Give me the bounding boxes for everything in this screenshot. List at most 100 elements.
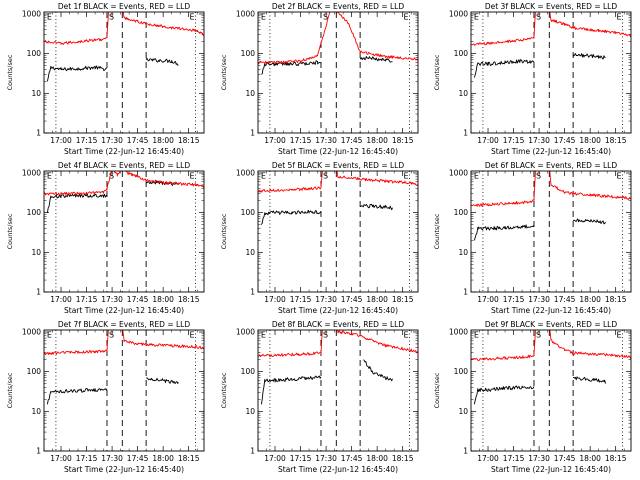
x-tick-label: 17:00 bbox=[50, 295, 72, 304]
x-tick-label: 17:45 bbox=[127, 295, 149, 304]
x-axis-label: Start Time (22-Jun-12 16:45:40) bbox=[64, 147, 184, 156]
y-axis-label: Counts/sec bbox=[433, 372, 441, 408]
lld-series-line bbox=[44, 12, 204, 45]
y-tick-label: 1000 bbox=[236, 9, 255, 18]
y-tick-label: 1000 bbox=[22, 327, 41, 336]
y-tick-label: 1 bbox=[463, 129, 468, 138]
x-tick-label: 18:15 bbox=[605, 295, 627, 304]
x-tick-label: 17:30 bbox=[528, 136, 550, 145]
y-axis-label: Counts/sec bbox=[6, 54, 14, 90]
events-series-line bbox=[261, 203, 393, 225]
x-tick-label: 17:15 bbox=[503, 454, 525, 463]
x-tick-label: 17:45 bbox=[341, 454, 363, 463]
x-tick-label: 17:30 bbox=[315, 136, 337, 145]
x-axis-label: Start Time (22-Jun-12 16:45:40) bbox=[278, 147, 398, 156]
events-series-line bbox=[260, 359, 393, 405]
y-axis-label: Counts/sec bbox=[220, 372, 228, 408]
plot-frame bbox=[470, 329, 632, 452]
x-tick-label: 17:00 bbox=[477, 454, 499, 463]
x-tick-label: 17:00 bbox=[477, 136, 499, 145]
x-tick-label: 18:15 bbox=[392, 136, 414, 145]
y-tick-label: 1000 bbox=[449, 168, 468, 177]
y-tick-label: 10 bbox=[31, 248, 41, 257]
x-tick-label: 17:30 bbox=[315, 295, 337, 304]
series-group bbox=[471, 12, 631, 78]
y-tick-label: 1000 bbox=[22, 168, 41, 177]
panel-title: Det 2f BLACK = Events, RED = LLD bbox=[272, 2, 405, 11]
series-group bbox=[44, 171, 204, 213]
y-tick-label: 1 bbox=[250, 129, 255, 138]
x-tick-label: 18:15 bbox=[178, 295, 200, 304]
region-marker: E bbox=[616, 331, 621, 340]
y-tick-label: 1 bbox=[250, 447, 255, 456]
series-group bbox=[471, 330, 631, 405]
x-tick-label: 18:00 bbox=[366, 295, 388, 304]
x-tick-label: 18:15 bbox=[392, 295, 414, 304]
panel-title: Det 7f BLACK = Events, RED = LLD bbox=[58, 320, 191, 329]
x-tick-label: 17:30 bbox=[528, 454, 550, 463]
y-tick-label: 1 bbox=[36, 288, 41, 297]
lld-series-line bbox=[258, 171, 418, 193]
y-tick-label: 1000 bbox=[236, 327, 255, 336]
detector-panel: Det 7f BLACK = Events, RED = LLD Counts/s… bbox=[6, 320, 205, 474]
y-axis-label: Counts/sec bbox=[6, 372, 14, 408]
y-tick-label: 10 bbox=[458, 89, 468, 98]
x-tick-label: 18:00 bbox=[366, 136, 388, 145]
x-tick-label: 17:45 bbox=[554, 454, 576, 463]
x-tick-label: 17:45 bbox=[554, 136, 576, 145]
series-group bbox=[258, 12, 418, 75]
x-tick-label: 18:00 bbox=[152, 454, 174, 463]
y-tick-label: 1 bbox=[36, 129, 41, 138]
region-marker: S bbox=[109, 331, 114, 340]
y-tick-label: 1 bbox=[36, 447, 41, 456]
x-tick-label: 17:45 bbox=[341, 295, 363, 304]
region-marker: E bbox=[189, 172, 194, 181]
x-tick-label: 18:00 bbox=[152, 295, 174, 304]
region-marker: E bbox=[261, 13, 266, 22]
x-tick-label: 18:00 bbox=[579, 136, 601, 145]
lld-series-line bbox=[258, 330, 418, 358]
y-tick-label: 1 bbox=[463, 447, 468, 456]
x-axis-label: Start Time (22-Jun-12 16:45:40) bbox=[278, 306, 398, 315]
events-series-line bbox=[46, 57, 179, 82]
y-tick-label: 1 bbox=[250, 288, 255, 297]
region-marker: E bbox=[47, 331, 52, 340]
region-marker: E bbox=[261, 331, 266, 340]
plot-frame bbox=[43, 11, 205, 134]
x-tick-label: 17:00 bbox=[50, 454, 72, 463]
y-tick-label: 100 bbox=[241, 208, 256, 217]
x-tick-label: 18:00 bbox=[366, 454, 388, 463]
lld-series-line bbox=[258, 12, 418, 65]
x-tick-label: 17:45 bbox=[554, 295, 576, 304]
panel-title: Det 6f BLACK = Events, RED = LLD bbox=[485, 161, 618, 170]
y-tick-label: 1000 bbox=[449, 9, 468, 18]
x-axis-label: Start Time (22-Jun-12 16:45:40) bbox=[491, 465, 611, 474]
region-marker: E bbox=[403, 331, 408, 340]
plot-frame bbox=[470, 11, 632, 134]
y-tick-label: 1 bbox=[463, 288, 468, 297]
detector-panel: Det 5f BLACK = Events, RED = LLD Counts/s… bbox=[220, 161, 419, 315]
region-marker: E bbox=[616, 172, 621, 181]
x-axis-label: Start Time (22-Jun-12 16:45:40) bbox=[64, 465, 184, 474]
y-axis-label: Counts/sec bbox=[433, 54, 441, 90]
region-marker: S bbox=[109, 13, 114, 22]
x-tick-label: 17:15 bbox=[76, 295, 98, 304]
y-tick-label: 10 bbox=[31, 407, 41, 416]
series-group bbox=[258, 330, 418, 405]
events-series-line bbox=[46, 180, 179, 213]
panel-title: Det 3f BLACK = Events, RED = LLD bbox=[485, 2, 618, 11]
lld-series-line bbox=[471, 171, 631, 207]
x-tick-label: 18:00 bbox=[579, 454, 601, 463]
events-series-line bbox=[261, 56, 393, 75]
x-tick-label: 17:00 bbox=[50, 136, 72, 145]
y-tick-label: 100 bbox=[27, 367, 42, 376]
region-marker: E bbox=[47, 172, 52, 181]
region-marker: S bbox=[536, 13, 541, 22]
events-series-line bbox=[473, 53, 606, 78]
x-tick-label: 17:15 bbox=[503, 136, 525, 145]
y-tick-label: 10 bbox=[245, 89, 255, 98]
panel-title: Det 9f BLACK = Events, RED = LLD bbox=[485, 320, 618, 329]
x-axis-label: Start Time (22-Jun-12 16:45:40) bbox=[278, 465, 398, 474]
x-axis-label: Start Time (22-Jun-12 16:45:40) bbox=[64, 306, 184, 315]
